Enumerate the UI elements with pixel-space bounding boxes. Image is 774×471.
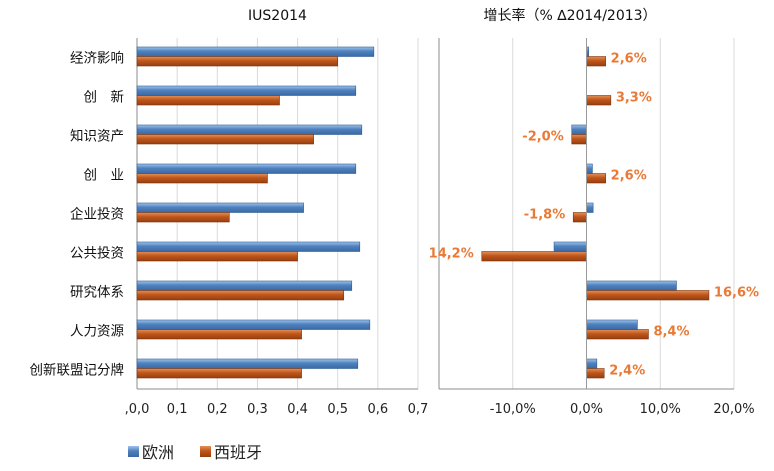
legend: 欧洲 西班牙 <box>128 438 288 464</box>
chart2-bar-europe <box>586 280 677 291</box>
chart1-tick-label: 0,1 <box>167 402 188 417</box>
category-label: 公共投资 <box>70 246 124 262</box>
chart1-bar-europe <box>136 46 375 57</box>
chart1-bar-europe <box>136 241 361 252</box>
category-label: 创 业 <box>84 168 125 184</box>
chart2-data-label: 2,4% <box>609 364 645 379</box>
legend-swatch-spain <box>200 445 212 457</box>
chart2-bar-spain <box>586 56 606 67</box>
chart2-bar-spain <box>571 134 587 145</box>
chart2-title: 增长率（% ∆2014/2013） <box>483 7 656 24</box>
chart1-tick-label: 0,7 <box>408 402 429 417</box>
chart1-bar-spain <box>136 95 280 106</box>
chart2-tick-label: -10,0% <box>490 402 536 417</box>
chart2-bar-spain <box>481 251 587 262</box>
chart2-data-label: 16,6% <box>714 286 759 301</box>
chart2-bar-spain <box>586 290 710 301</box>
category-label: 研究体系 <box>70 285 124 301</box>
legend-item-spain: 西班牙 <box>200 439 262 463</box>
chart1-bar-spain <box>136 251 298 262</box>
chart2-bar-spain <box>572 212 587 223</box>
category-label: 企业投资 <box>70 206 124 223</box>
chart2-data-label: 3,3% <box>616 91 652 106</box>
legend-label-europe: 欧洲 <box>142 443 175 462</box>
legend-swatch-europe <box>128 445 139 457</box>
chart2-data-label: 8,4% <box>653 325 689 340</box>
chart2-bar-spain <box>586 329 649 340</box>
legend-label-spain: 西班牙 <box>214 443 263 462</box>
chart1-tick-label: 0,5 <box>327 402 348 417</box>
chart1-tick-label: 0,2 <box>207 402 228 417</box>
chart1-bar-europe <box>136 124 363 135</box>
category-label: 人力资源 <box>70 324 124 340</box>
chart2-tick-label: 10,0% <box>640 402 681 417</box>
chart1-tick-label: ,0,0 <box>125 402 150 417</box>
category-label: 知识资产 <box>70 128 124 145</box>
chart2-data-label: 2,6% <box>611 52 647 67</box>
chart1-bar-spain <box>136 329 302 340</box>
chart1-title: IUS2014 <box>248 8 307 24</box>
chart2-data-label: -2,0% <box>522 130 563 145</box>
chart1-tick-label: 0,4 <box>287 402 308 417</box>
chart1-bar-europe <box>136 163 357 174</box>
chart2-bar-spain <box>586 368 605 379</box>
chart2-bar-europe <box>553 241 587 252</box>
chart1-bar-europe <box>136 280 353 291</box>
chart2-bar-spain <box>586 173 606 184</box>
chart2-data-label: -1,8% <box>524 208 565 223</box>
chart1-bar-spain <box>136 134 314 145</box>
chart1-bar-europe <box>136 202 304 213</box>
chart2-bar-europe <box>586 319 638 330</box>
chart2-bar-spain <box>586 95 612 106</box>
chart1-bar-spain <box>136 56 339 67</box>
category-label: 经济影响 <box>70 51 124 67</box>
chart2-bar-europe <box>586 202 594 213</box>
chart2-bar-europe <box>586 358 598 369</box>
chart1-bar-spain <box>136 173 268 184</box>
chart2-tick-label: 20,0% <box>713 402 754 417</box>
chart1-bar-europe <box>136 319 371 330</box>
chart1-bar-europe <box>136 358 359 369</box>
chart1-bar-europe <box>136 85 357 96</box>
chart2-bar-europe <box>586 163 593 174</box>
chart2-bar-europe <box>571 124 587 135</box>
chart1-bar-spain <box>136 290 345 301</box>
chart2-tick-label: 0,0% <box>570 402 603 417</box>
category-label: 创新联盟记分牌 <box>30 362 125 379</box>
chart1-bar-spain <box>136 212 230 223</box>
category-label: 创 新 <box>84 90 125 106</box>
chart2-data-label: 2,6% <box>611 169 647 184</box>
chart1-bar-spain <box>136 368 302 379</box>
chart1-tick-label: 0,6 <box>368 402 389 417</box>
chart1-tick-label: 0,3 <box>247 402 268 417</box>
legend-item-europe: 欧洲 <box>128 439 174 463</box>
chart-growth-rate: 增长率（% ∆2014/2013） -10,0% 0,0% 10,0% 20,0% 2,6… <box>429 7 759 417</box>
chart2-data-label: 14,2% <box>429 247 474 262</box>
